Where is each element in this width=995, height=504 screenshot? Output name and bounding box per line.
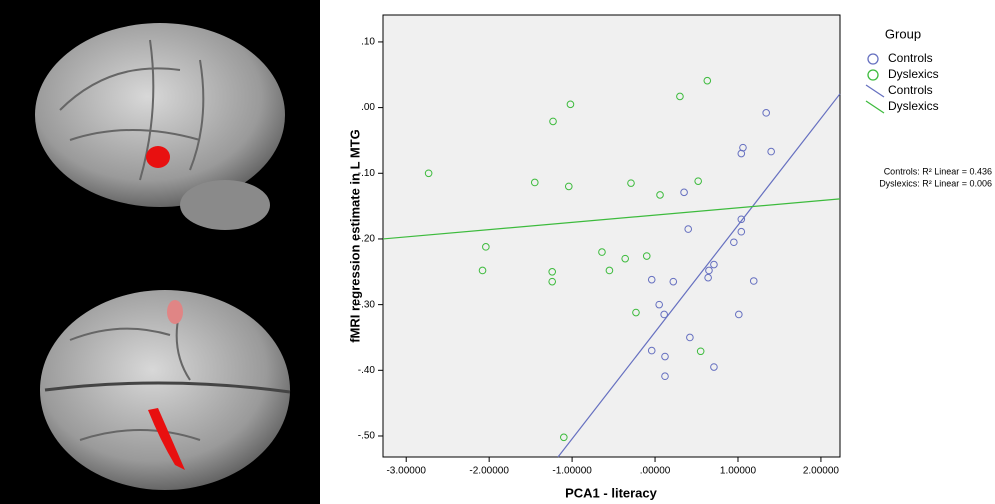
point bbox=[762, 109, 770, 117]
y-tick-label: -.10 bbox=[358, 168, 376, 179]
point bbox=[737, 149, 746, 158]
point bbox=[676, 92, 684, 101]
point bbox=[560, 433, 568, 442]
point bbox=[478, 266, 487, 275]
fit-line bbox=[557, 93, 841, 458]
point bbox=[482, 243, 490, 251]
point bbox=[684, 225, 693, 233]
y-tick-label: -.50 bbox=[358, 431, 376, 442]
point bbox=[710, 363, 718, 371]
x-tick-label: 1.00000 bbox=[720, 466, 757, 477]
legend-label: Controls bbox=[888, 51, 933, 65]
point bbox=[710, 260, 718, 269]
point bbox=[621, 254, 629, 263]
point bbox=[627, 179, 635, 187]
point bbox=[661, 372, 669, 381]
point bbox=[767, 147, 775, 156]
x-tick-label: -3.00000 bbox=[386, 466, 426, 477]
point bbox=[704, 273, 712, 282]
point bbox=[696, 347, 705, 356]
y-tick-label: .10 bbox=[361, 37, 375, 48]
x-tick-label: .00000 bbox=[640, 466, 671, 477]
point bbox=[730, 238, 738, 247]
brain-top bbox=[40, 290, 291, 490]
point bbox=[598, 248, 606, 256]
y-tick-label: .00 bbox=[361, 102, 375, 113]
point bbox=[548, 267, 556, 276]
point bbox=[632, 308, 640, 317]
point bbox=[737, 215, 746, 224]
point bbox=[680, 188, 688, 197]
point bbox=[642, 252, 651, 260]
point bbox=[703, 76, 712, 85]
point bbox=[564, 182, 573, 191]
legend-label: Controls bbox=[888, 83, 933, 97]
point bbox=[686, 333, 694, 342]
fit-line bbox=[382, 198, 841, 240]
y-tick-label: -.40 bbox=[358, 365, 376, 376]
point bbox=[660, 310, 668, 319]
point bbox=[749, 277, 758, 285]
point bbox=[548, 277, 556, 286]
legend-title: Group bbox=[885, 26, 921, 41]
annotation: Controls: R² Linear = 0.436 bbox=[884, 166, 992, 176]
y-tick-label: -.20 bbox=[358, 234, 376, 245]
point bbox=[661, 352, 669, 361]
point bbox=[530, 178, 539, 187]
point bbox=[549, 117, 557, 126]
point bbox=[705, 266, 713, 275]
x-tick-label: 2.00000 bbox=[803, 466, 840, 477]
x-tick-label: -2.00000 bbox=[469, 466, 509, 477]
legend-line bbox=[865, 84, 885, 98]
point bbox=[566, 100, 575, 109]
legend-marker bbox=[867, 53, 879, 65]
point bbox=[605, 266, 614, 275]
x-tick-label: -1.00000 bbox=[552, 466, 592, 477]
annotation: Dyslexics: R² Linear = 0.006 bbox=[879, 178, 992, 188]
x-axis-title: PCA1 - literacy bbox=[565, 485, 658, 500]
point bbox=[656, 191, 664, 199]
y-axis-title: fMRI regression estimate in L MTG bbox=[347, 129, 362, 343]
y-tick-label: -.30 bbox=[358, 299, 376, 310]
point bbox=[647, 346, 656, 355]
legend-label: Dyslexics bbox=[888, 67, 939, 81]
point bbox=[424, 169, 433, 178]
point bbox=[694, 177, 702, 185]
legend-line bbox=[865, 100, 885, 114]
plot-area bbox=[382, 14, 841, 458]
legend-label: Dyslexics bbox=[888, 99, 939, 113]
point bbox=[647, 275, 656, 284]
legend-marker bbox=[867, 69, 879, 81]
point bbox=[735, 310, 743, 319]
point bbox=[655, 300, 663, 309]
point bbox=[737, 227, 746, 236]
point bbox=[669, 277, 678, 286]
brain-lateral bbox=[35, 23, 285, 230]
